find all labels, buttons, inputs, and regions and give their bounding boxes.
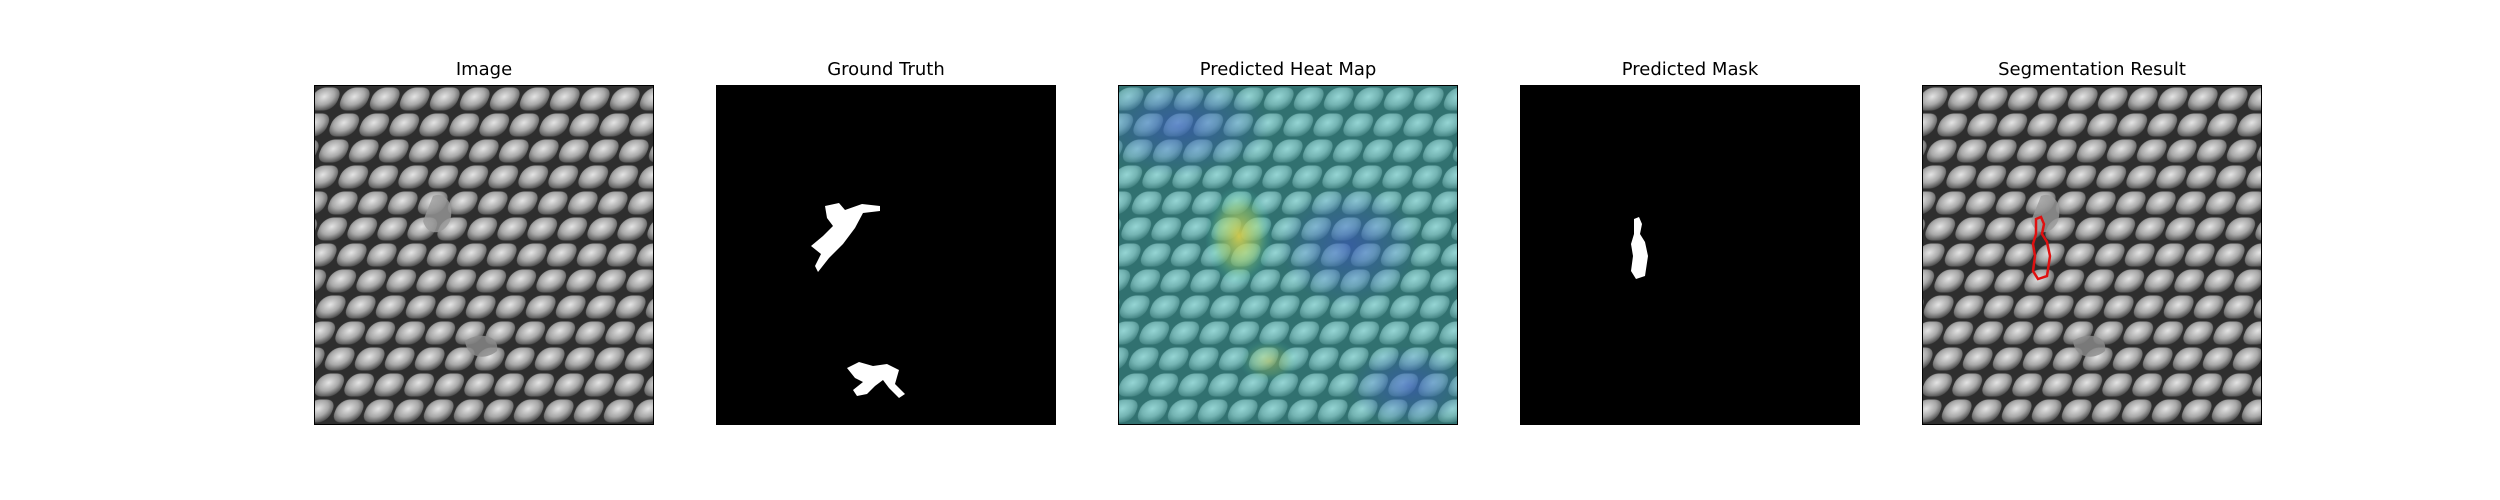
panel-title-predicted-mask: Predicted Mask (1621, 59, 1759, 80)
predicted-mask-frame (1520, 85, 1860, 425)
panel-title-image: Image (455, 59, 513, 80)
ground-truth-mask (717, 86, 1055, 424)
heat-hotspot (1205, 186, 1273, 286)
segmentation-contour (2031, 215, 2052, 281)
segmentation-frame (1922, 85, 2262, 425)
predicted-mask (1521, 86, 1859, 424)
gt-region-lower (847, 362, 905, 398)
heat-map-overlay (1119, 86, 1457, 424)
scale-texture-image (315, 86, 653, 424)
heat-map-frame (1118, 85, 1458, 425)
panel-title-predicted-heat-map: Predicted Heat Map (1199, 59, 1377, 80)
image-frame (314, 85, 654, 425)
panel-title-ground-truth: Ground Truth (827, 59, 945, 80)
predicted-region (1631, 217, 1648, 279)
segmentation-overlay (1923, 86, 2261, 424)
gt-region-upper (811, 203, 880, 272)
ground-truth-frame (716, 85, 1056, 425)
panel-title-segmentation-result: Segmentation Result (1998, 59, 2186, 80)
